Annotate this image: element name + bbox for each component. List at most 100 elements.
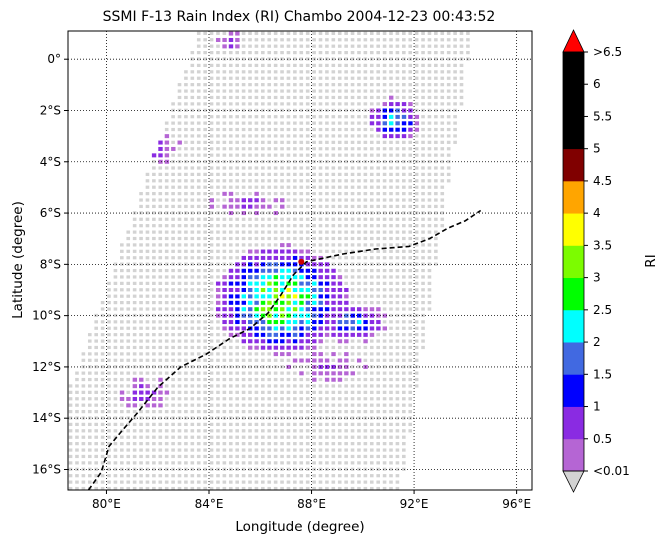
swath-pixel xyxy=(184,83,188,87)
swath-pixel xyxy=(395,63,400,68)
rain-pixel xyxy=(299,275,304,280)
rain-pixel xyxy=(395,102,400,107)
rain-pixel xyxy=(318,332,323,337)
swath-pixel xyxy=(408,224,413,228)
y-tick-label: 2°S xyxy=(40,103,61,117)
rain-pixel xyxy=(299,294,304,299)
swath-pixel xyxy=(87,403,92,407)
swath-pixel xyxy=(408,140,413,144)
swath-pixel xyxy=(389,390,393,394)
rain-pixel xyxy=(312,275,317,280)
swath-pixel xyxy=(158,301,163,305)
swath-pixel xyxy=(357,416,361,420)
rain-pixel xyxy=(139,390,144,395)
swath-pixel xyxy=(286,102,291,106)
swath-pixel xyxy=(376,89,380,93)
swath-pixel xyxy=(190,172,195,176)
swath-pixel xyxy=(81,435,86,439)
swath-pixel xyxy=(389,31,393,35)
rain-pixel xyxy=(408,121,413,126)
swath-pixel xyxy=(216,236,220,241)
swath-pixel xyxy=(107,365,111,369)
swath-pixel xyxy=(164,217,169,221)
swath-pixel xyxy=(132,294,137,298)
swath-pixel xyxy=(171,172,175,176)
swath-pixel xyxy=(228,127,233,132)
swath-pixel xyxy=(280,422,284,427)
swath-pixel xyxy=(273,204,278,209)
swath-pixel xyxy=(139,467,143,471)
swath-pixel xyxy=(389,70,393,74)
swath-pixel xyxy=(337,236,342,241)
swath-pixel xyxy=(305,83,310,87)
swath-pixel xyxy=(395,147,400,151)
swath-pixel xyxy=(414,320,419,324)
swath-pixel xyxy=(331,358,336,362)
swath-pixel xyxy=(446,50,451,55)
swath-pixel xyxy=(190,281,195,285)
rain-pixel xyxy=(248,345,253,350)
swath-pixel xyxy=(139,230,143,234)
swath-pixel xyxy=(241,127,246,132)
swath-pixel xyxy=(267,95,272,100)
swath-pixel xyxy=(440,147,445,151)
swath-pixel xyxy=(152,217,156,221)
swath-pixel xyxy=(184,102,188,106)
swath-pixel xyxy=(369,371,374,375)
swath-pixel xyxy=(402,243,406,247)
swath-pixel xyxy=(421,121,425,125)
swath-pixel xyxy=(395,435,400,439)
swath-pixel xyxy=(280,397,284,401)
swath-pixel xyxy=(434,57,438,61)
rain-pixel xyxy=(222,37,227,42)
swath-pixel xyxy=(369,153,374,157)
rain-pixel xyxy=(241,320,247,325)
swath-pixel xyxy=(331,95,336,100)
swath-pixel xyxy=(113,390,118,394)
swath-pixel xyxy=(158,422,163,427)
swath-pixel xyxy=(382,70,387,74)
swath-pixel xyxy=(325,454,329,459)
swath-pixel xyxy=(248,365,252,369)
storm-track-line xyxy=(87,209,482,490)
swath-pixel xyxy=(325,243,329,247)
swath-pixel xyxy=(254,70,259,74)
swath-pixel xyxy=(318,153,323,157)
swath-pixel xyxy=(376,57,380,61)
swath-pixel xyxy=(222,454,227,459)
swath-pixel xyxy=(402,422,406,427)
swath-pixel xyxy=(376,377,380,382)
swath-pixel xyxy=(376,435,380,439)
swath-pixel xyxy=(145,211,150,215)
rain-pixel xyxy=(344,300,349,305)
swath-pixel xyxy=(337,204,342,209)
swath-pixel xyxy=(164,371,169,375)
swath-pixel xyxy=(446,76,451,80)
swath-pixel xyxy=(241,390,246,394)
swath-pixel xyxy=(421,102,425,106)
swath-pixel xyxy=(395,461,400,465)
swath-pixel xyxy=(299,204,304,209)
swath-pixel xyxy=(196,294,201,298)
swath-pixel xyxy=(293,230,297,234)
swath-pixel xyxy=(376,371,380,375)
swath-pixel xyxy=(312,486,316,490)
swath-pixel xyxy=(402,198,406,202)
swath-pixel xyxy=(203,172,207,176)
swath-pixel xyxy=(357,70,361,74)
swath-pixel xyxy=(248,435,252,439)
swath-pixel xyxy=(382,76,387,80)
swath-pixel xyxy=(203,275,207,279)
swath-pixel xyxy=(171,320,175,324)
swath-pixel xyxy=(254,76,259,80)
swath-pixel xyxy=(408,288,413,292)
rain-pixel xyxy=(331,275,336,280)
swath-pixel xyxy=(402,390,406,394)
swath-pixel xyxy=(68,390,73,394)
swath-pixel xyxy=(337,345,342,350)
swath-pixel xyxy=(427,179,432,183)
swath-pixel xyxy=(158,448,163,452)
swath-pixel xyxy=(357,365,361,369)
swath-pixel xyxy=(280,44,284,48)
